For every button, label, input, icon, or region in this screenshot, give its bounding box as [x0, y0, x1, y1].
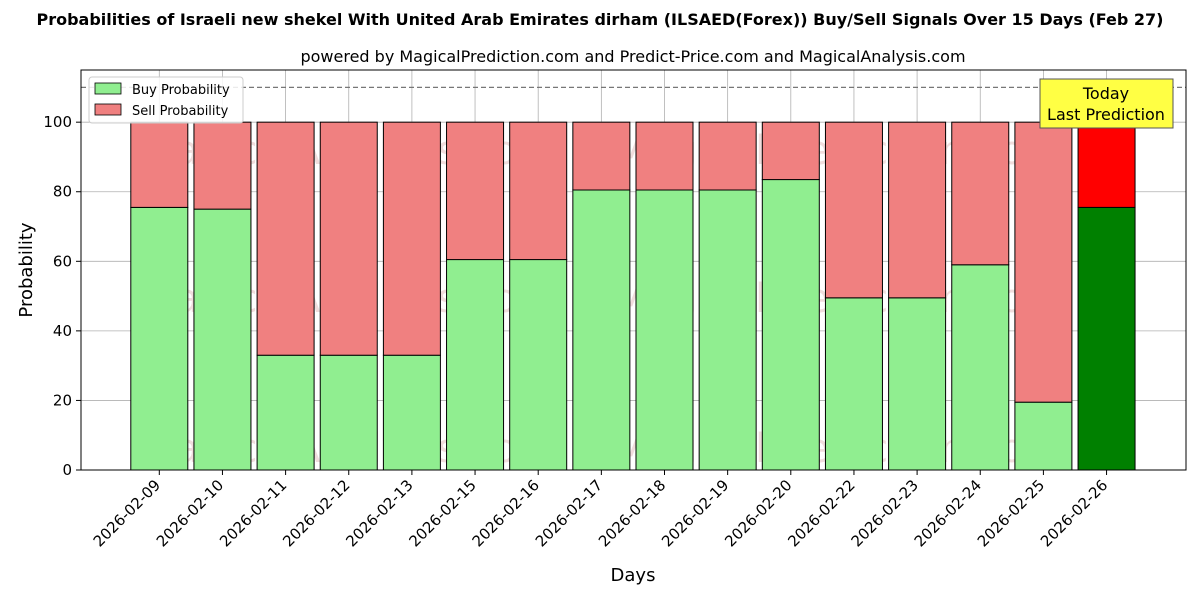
- sell-bar: [509, 121, 568, 261]
- legend-swatch-sell: [94, 103, 122, 116]
- x-tick-label: 2026-02-26: [1037, 476, 1111, 550]
- y-tick-label: 80: [53, 183, 72, 201]
- y-tick-label: 20: [53, 391, 72, 409]
- y-tick-label: 0: [62, 461, 72, 479]
- buy-bar: [761, 179, 820, 471]
- sell-bar: [382, 121, 441, 356]
- x-tick-label: 2026-02-11: [216, 476, 290, 550]
- buy-bar: [319, 354, 378, 471]
- sell-bar: [1077, 121, 1136, 208]
- x-tick-label: 2026-02-15: [405, 476, 479, 550]
- x-tick-label: 2026-02-19: [658, 476, 732, 550]
- buy-bar: [1014, 401, 1073, 471]
- buy-bar: [635, 189, 694, 471]
- buy-bar: [1077, 206, 1136, 471]
- legend: Buy Probability Sell Probability: [88, 76, 244, 124]
- x-tick-label: 2026-02-09: [90, 476, 164, 550]
- legend-label-buy: Buy Probability: [132, 83, 230, 98]
- x-tick-label: 2026-02-22: [784, 476, 858, 550]
- y-axis-ticks: 0 20 40 60 80 100: [43, 113, 81, 479]
- sell-bar: [319, 121, 378, 356]
- buy-bar: [824, 297, 883, 471]
- x-axis-label: Days: [611, 565, 656, 586]
- x-tick-label: 2026-02-20: [721, 476, 795, 550]
- sell-bar: [761, 121, 820, 181]
- buy-bar: [698, 189, 757, 471]
- chart-subtitle: powered by MagicalPrediction.com and Pre…: [300, 47, 965, 66]
- bars: [130, 121, 1136, 471]
- sell-bar: [635, 121, 694, 191]
- buy-bar: [382, 354, 441, 471]
- buy-bar: [888, 297, 947, 471]
- sell-bar: [951, 121, 1010, 266]
- x-tick-label: 2026-02-13: [342, 476, 416, 550]
- plot-frame: [80, 69, 1187, 471]
- sell-bar: [888, 121, 947, 299]
- sell-bar: [572, 121, 631, 191]
- today-label: Today: [1082, 84, 1129, 103]
- y-axis-label: Probability: [16, 222, 37, 317]
- sell-bar: [446, 121, 505, 261]
- x-tick-label: 2026-02-24: [911, 476, 985, 550]
- x-tick-label: 2026-02-18: [595, 476, 669, 550]
- x-tick-label: 2026-02-10: [153, 476, 227, 550]
- chart-title: Probabilities of Israeli new shekel With…: [36, 10, 1163, 29]
- y-tick-label: 60: [53, 252, 72, 270]
- x-tick-label: 2026-02-12: [279, 476, 353, 550]
- legend-label-sell: Sell Probability: [132, 104, 229, 119]
- buy-bar: [446, 259, 505, 471]
- x-tick-label: 2026-02-25: [974, 476, 1048, 550]
- today-annotation-box: [1039, 78, 1174, 129]
- sell-bar: [1014, 121, 1073, 403]
- x-tick-label: 2026-02-16: [469, 476, 543, 550]
- sell-bar: [193, 121, 252, 210]
- x-tick-label: 2026-02-23: [848, 476, 922, 550]
- buy-bar: [951, 264, 1010, 471]
- sell-bar: [256, 121, 315, 356]
- x-axis-ticks: 2026-02-092026-02-102026-02-112026-02-12…: [90, 470, 1111, 550]
- sell-bar: [698, 121, 757, 191]
- buy-bar: [509, 259, 568, 471]
- y-tick-label: 100: [43, 113, 72, 131]
- buy-bar: [256, 354, 315, 471]
- buy-bar: [193, 208, 252, 471]
- y-tick-label: 40: [53, 322, 72, 340]
- buy-bar: [130, 206, 189, 471]
- buy-bar: [572, 189, 631, 471]
- x-tick-label: 2026-02-17: [532, 476, 606, 550]
- sell-bar: [130, 121, 189, 208]
- today-annotation: Today Last Prediction: [1039, 78, 1174, 129]
- last-prediction-label: Last Prediction: [1047, 105, 1165, 124]
- legend-frame: [88, 76, 244, 124]
- legend-swatch-buy: [94, 82, 122, 95]
- sell-bar: [824, 121, 883, 299]
